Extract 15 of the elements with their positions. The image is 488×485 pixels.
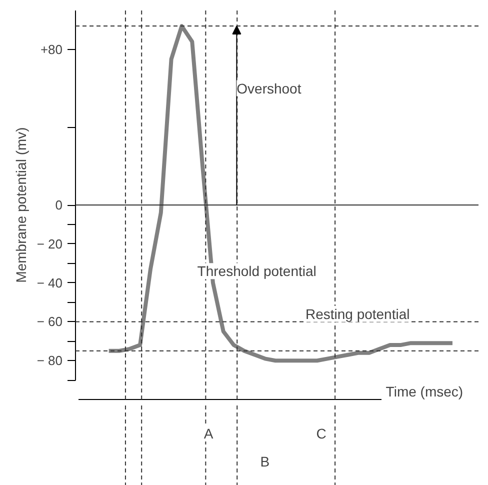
annotation: Threshold potential <box>197 263 316 280</box>
y-tick-label: − 60 <box>36 314 63 330</box>
annotation: Resting potential <box>305 306 410 322</box>
text: C <box>316 426 326 442</box>
y-tick-label: − 20 <box>36 236 63 252</box>
y-tick-label: +80 <box>40 42 63 57</box>
x-axis-title: Time (msec) <box>386 384 464 400</box>
y-axis-title: Membrane potential (mv) <box>12 127 29 283</box>
annotation: Overshoot <box>236 80 302 96</box>
y-tick-label: 0 <box>55 198 63 212</box>
text: B <box>260 454 270 470</box>
y-tick-label: − 80 <box>36 353 63 368</box>
text: A <box>204 426 214 442</box>
y-tick-label: − 40 <box>36 275 63 290</box>
line-series <box>106 24 454 363</box>
